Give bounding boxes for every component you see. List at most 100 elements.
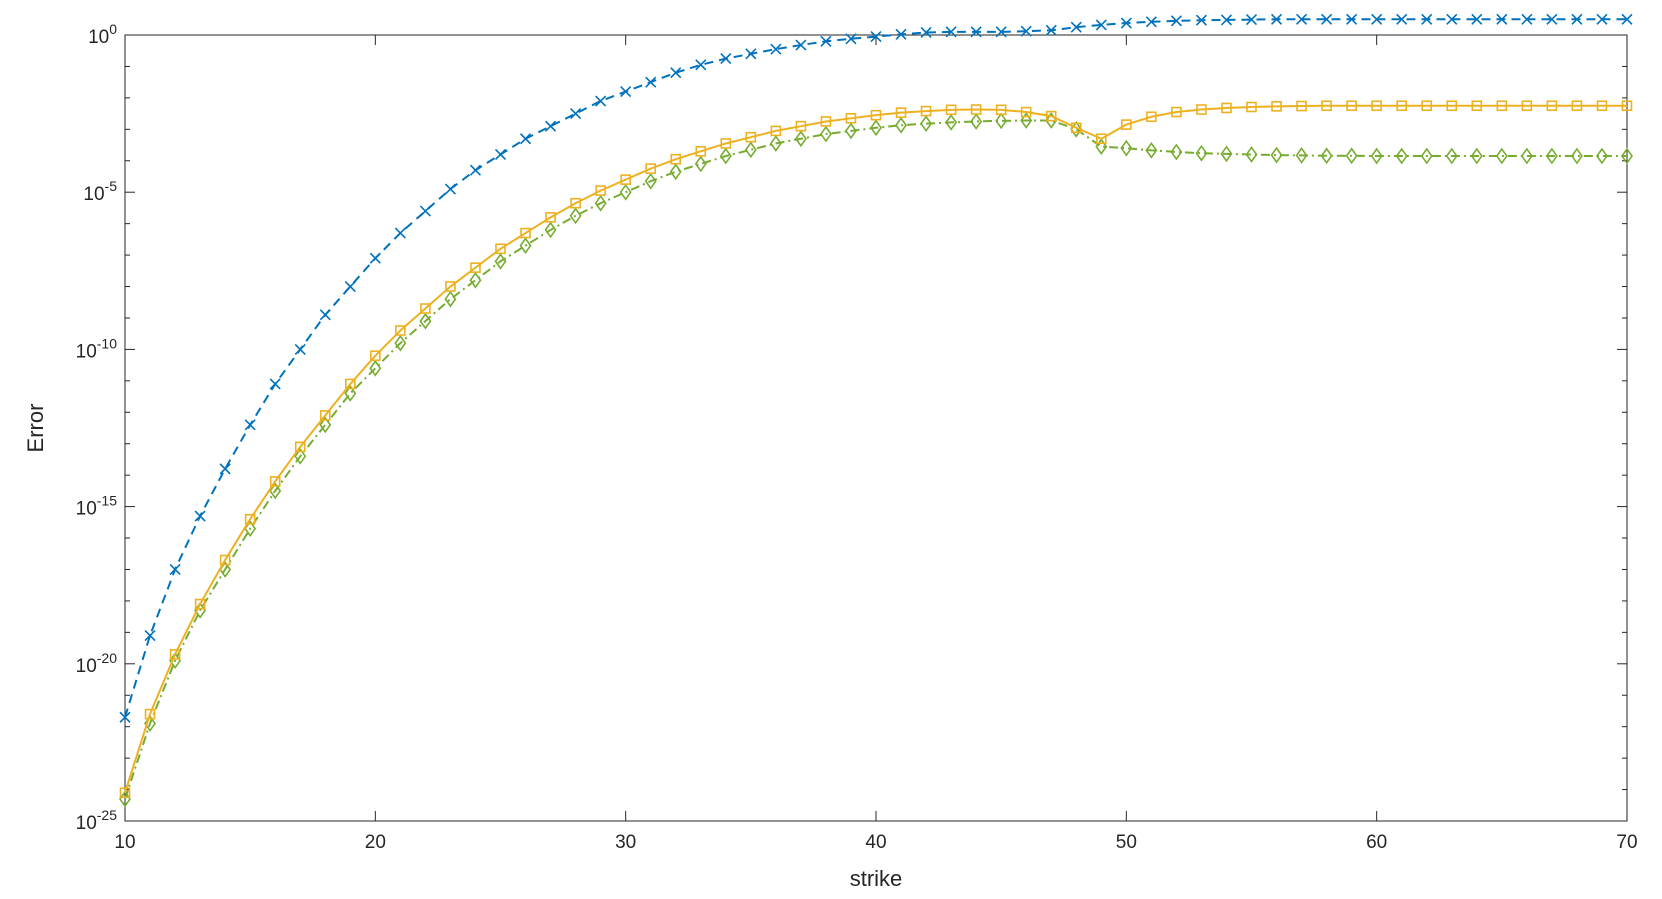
data-point [269, 482, 282, 500]
data-point [344, 385, 357, 402]
data-point [1095, 19, 1107, 31]
data-point [1171, 106, 1182, 118]
data-point [895, 107, 907, 118]
data-point [1070, 122, 1082, 134]
data-point [319, 309, 331, 321]
data-point [595, 95, 607, 107]
data-point [495, 243, 506, 255]
data-point [144, 629, 156, 642]
y-tick-label: 100 [88, 21, 117, 48]
data-point [469, 164, 482, 176]
y-tick-exponent: -10 [97, 335, 117, 351]
data-point [1045, 24, 1057, 36]
series-line [124, 104, 1627, 794]
data-point [1420, 147, 1433, 165]
data-point [820, 35, 832, 47]
data-point [1496, 100, 1508, 112]
data-point [1120, 139, 1133, 157]
data-point [520, 227, 531, 239]
data-point [1120, 17, 1132, 29]
data-point [820, 116, 832, 127]
data-point [1421, 13, 1433, 25]
data-point [1095, 138, 1108, 155]
x-tick-label: 50 [1116, 832, 1137, 853]
data-point [294, 447, 307, 465]
data-point [244, 419, 256, 431]
data-point [494, 148, 507, 161]
data-point [945, 114, 958, 131]
data-point [645, 163, 657, 174]
data-point [444, 290, 457, 308]
data-point [995, 26, 1007, 38]
data-point [945, 26, 957, 38]
data-point [619, 183, 632, 201]
data-point [1596, 13, 1608, 25]
axis-ticks [124, 34, 1628, 822]
data-point [1245, 14, 1258, 26]
data-point [394, 227, 406, 239]
data-point [1471, 13, 1483, 25]
data-point [1546, 100, 1558, 112]
data-point [1296, 13, 1308, 25]
data-point [695, 59, 707, 71]
data-point [1295, 147, 1308, 164]
data-point [795, 120, 807, 132]
data-point [1396, 100, 1407, 112]
data-point [470, 262, 481, 273]
data-point [494, 252, 507, 270]
data-point [594, 194, 607, 212]
data-point [1621, 13, 1633, 25]
data-point [895, 116, 908, 134]
data-point [970, 26, 982, 38]
data-point [1145, 142, 1158, 159]
data-point [920, 115, 933, 133]
data-point [945, 104, 957, 116]
data-point [995, 112, 1008, 130]
x-tick-label: 30 [615, 832, 636, 853]
data-point [620, 174, 631, 185]
data-point [1220, 14, 1233, 26]
data-point [1270, 13, 1283, 25]
data-point [119, 711, 131, 723]
series-square [119, 100, 1633, 799]
data-point [194, 598, 206, 610]
data-point [570, 108, 582, 120]
data-point [670, 67, 682, 79]
x-tick-labels: 10 20 30 40 50 60 70 [114, 832, 1637, 853]
data-point [219, 554, 231, 566]
data-point [469, 271, 482, 289]
data-point [1246, 101, 1257, 113]
data-point [169, 649, 181, 660]
data-point [294, 343, 306, 355]
data-point [1271, 101, 1282, 112]
data-point [1270, 146, 1283, 164]
data-point [1346, 100, 1357, 112]
data-point [394, 334, 407, 352]
data-point [744, 141, 757, 159]
x-tick-label: 70 [1616, 832, 1637, 853]
data-point [1070, 21, 1082, 33]
data-point [1170, 143, 1183, 161]
data-point [1195, 14, 1207, 26]
data-point [1595, 147, 1608, 165]
data-point [1121, 119, 1132, 130]
data-point [570, 197, 581, 209]
data-point [620, 86, 632, 98]
data-point [1471, 100, 1483, 112]
data-point [770, 125, 782, 137]
data-point [169, 563, 181, 576]
data-point [1571, 100, 1583, 112]
y-tick-base: 10 [76, 341, 97, 362]
data-point [970, 113, 983, 130]
data-point [1495, 147, 1508, 165]
data-point [1446, 100, 1458, 112]
data-point [1170, 15, 1182, 27]
data-point [444, 183, 456, 195]
data-point [845, 33, 857, 45]
data-point [344, 378, 356, 390]
series-x [119, 13, 1633, 723]
data-point [1545, 147, 1558, 165]
data-point [319, 416, 332, 434]
data-point [845, 113, 857, 124]
